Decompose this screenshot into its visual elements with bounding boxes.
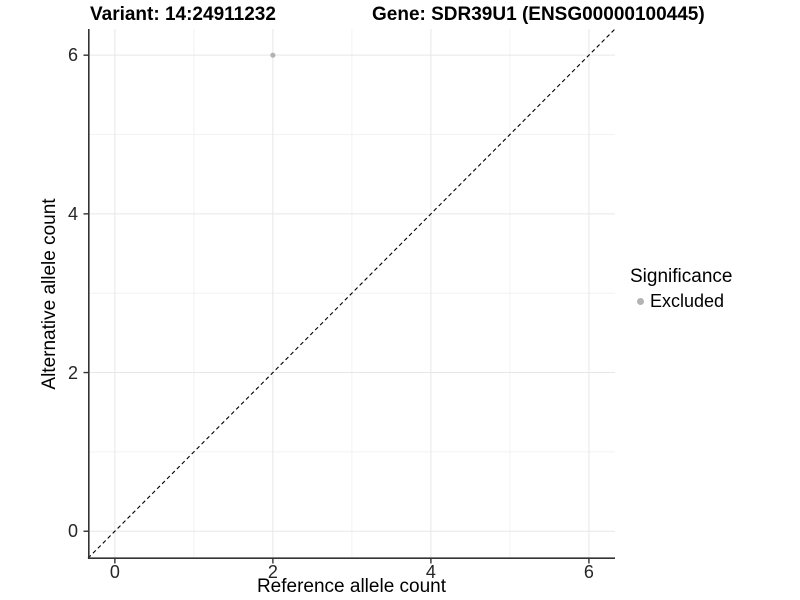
y-tick-label: 2 (67, 362, 78, 383)
y-tick-label: 0 (67, 521, 78, 542)
x-tick-label: 4 (425, 562, 436, 582)
legend: Significance Excluded (630, 266, 732, 312)
legend-item-label: Excluded (650, 291, 725, 311)
excluded-point-icon (637, 298, 644, 305)
x-tick-label: 2 (267, 562, 278, 582)
y-tick-label: 6 (67, 45, 78, 66)
plot-panel (83, 28, 616, 564)
x-tick-label: 0 (109, 562, 120, 582)
plot-canvas (83, 28, 616, 564)
x-axis-title: Reference allele count (256, 576, 447, 597)
variant-title: Variant: 14:24911232 (90, 4, 276, 25)
data-point-excluded (270, 52, 276, 58)
identity-dashed-line (87, 28, 616, 559)
gene-title: Gene: SDR39U1 (ENSG00000100445) (372, 4, 705, 25)
legend-item-excluded: Excluded (637, 291, 732, 312)
y-tick-label: 4 (67, 203, 78, 224)
legend-title: Significance (630, 266, 733, 287)
x-tick-label: 6 (583, 562, 594, 582)
